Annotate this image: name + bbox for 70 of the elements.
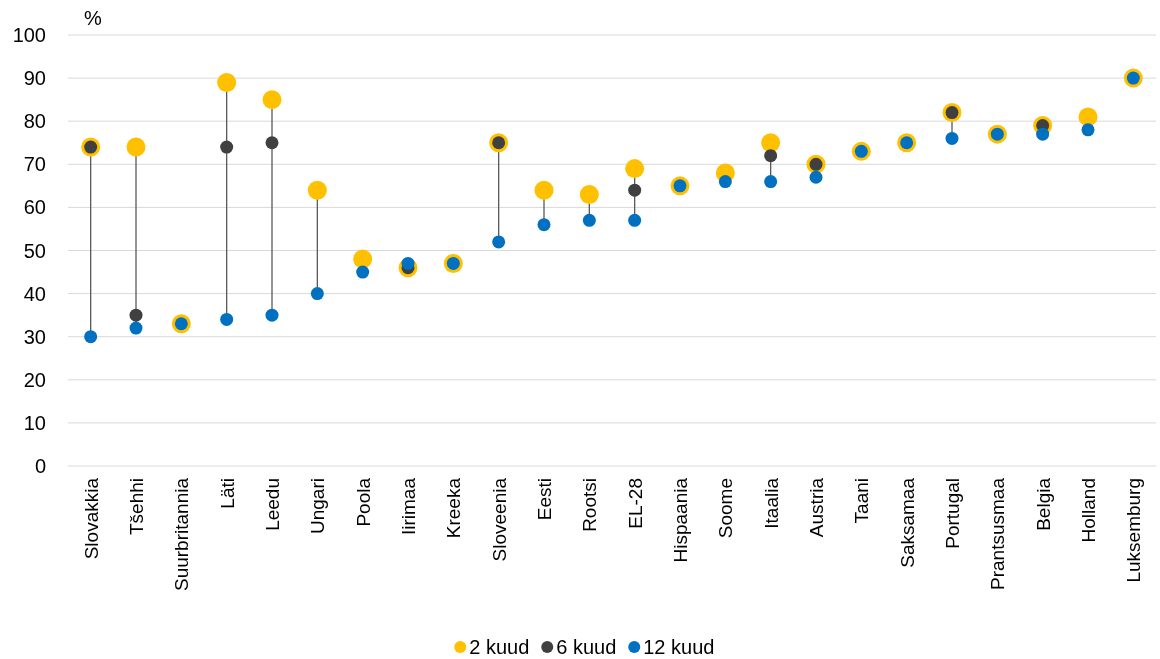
point xyxy=(761,133,781,153)
x-tick-label: Luksemburg xyxy=(1123,478,1145,583)
x-tick-label: Poola xyxy=(352,477,374,527)
point xyxy=(809,170,823,184)
x-tick-label: Ungari xyxy=(307,478,329,534)
point xyxy=(1081,123,1095,137)
point xyxy=(217,72,237,92)
point xyxy=(220,312,234,326)
y-tick-label: 0 xyxy=(34,455,46,477)
x-tick-label: Saksamaa xyxy=(896,477,918,568)
x-tick-label: Austria xyxy=(806,477,827,538)
x-tick-label: Soome xyxy=(715,478,737,539)
x-tick-label: Taani xyxy=(851,478,873,524)
point xyxy=(129,308,143,322)
x-tick-label: Holland xyxy=(1078,478,1099,543)
x-tick-label: Sloveenia xyxy=(488,477,510,562)
x-tick-label: Rootsi xyxy=(579,478,601,532)
y-tick-label: 40 xyxy=(23,282,46,305)
x-tick-label: Itaalia xyxy=(760,477,782,529)
point xyxy=(1078,107,1098,127)
point xyxy=(579,184,599,204)
point xyxy=(265,136,279,150)
point xyxy=(628,213,642,227)
x-tick-label: Suurbritannia xyxy=(171,477,193,592)
y-tick-label: 90 xyxy=(23,67,46,90)
y-tick-label: 70 xyxy=(23,153,46,176)
x-tick-label: Kreeka xyxy=(443,477,465,539)
y-tick-label: 30 xyxy=(23,325,46,348)
point xyxy=(84,330,98,344)
x-tick-label: Läti xyxy=(216,478,238,509)
point xyxy=(492,235,506,249)
point xyxy=(129,321,143,335)
y-axis-title: % xyxy=(84,7,102,29)
point xyxy=(307,180,327,200)
y-tick-label: 80 xyxy=(23,110,46,133)
x-tick-label: Portugal xyxy=(942,478,963,549)
x-tick-label: EL-28 xyxy=(624,478,646,529)
x-tick-label: Eesti xyxy=(534,478,555,521)
y-tick-label: 10 xyxy=(23,411,46,434)
point xyxy=(534,180,554,200)
legend-label: 2 kuud xyxy=(469,636,530,658)
point xyxy=(220,140,234,154)
point xyxy=(718,175,732,189)
point xyxy=(262,90,282,110)
point xyxy=(628,183,642,197)
legend-label: 12 kuud xyxy=(643,636,715,658)
point xyxy=(126,137,146,157)
y-tick-label: 50 xyxy=(23,239,46,262)
y-tick-label: 60 xyxy=(23,196,46,219)
y-tick-label: 100 xyxy=(12,24,46,46)
point xyxy=(353,249,373,269)
x-tick-label: Leedu xyxy=(262,478,283,531)
point xyxy=(582,213,596,227)
x-tick-label: Hispaania xyxy=(670,477,691,563)
point xyxy=(537,218,551,232)
point xyxy=(764,149,778,163)
y-tick-label: 20 xyxy=(23,368,46,391)
point xyxy=(310,287,324,301)
x-tick-label: Prantsusmaa xyxy=(987,477,1009,590)
point xyxy=(625,159,645,179)
x-tick-label: Iirimaa xyxy=(398,477,419,536)
point xyxy=(945,131,959,145)
x-tick-label: Tšehhi xyxy=(126,478,147,536)
x-tick-label: Belgia xyxy=(1032,477,1054,531)
point xyxy=(265,308,279,322)
legend-label: 6 kuud xyxy=(556,636,617,658)
point xyxy=(764,175,778,189)
point xyxy=(356,265,370,279)
x-tick-label: Slovakkia xyxy=(80,477,102,560)
point xyxy=(1036,127,1050,141)
